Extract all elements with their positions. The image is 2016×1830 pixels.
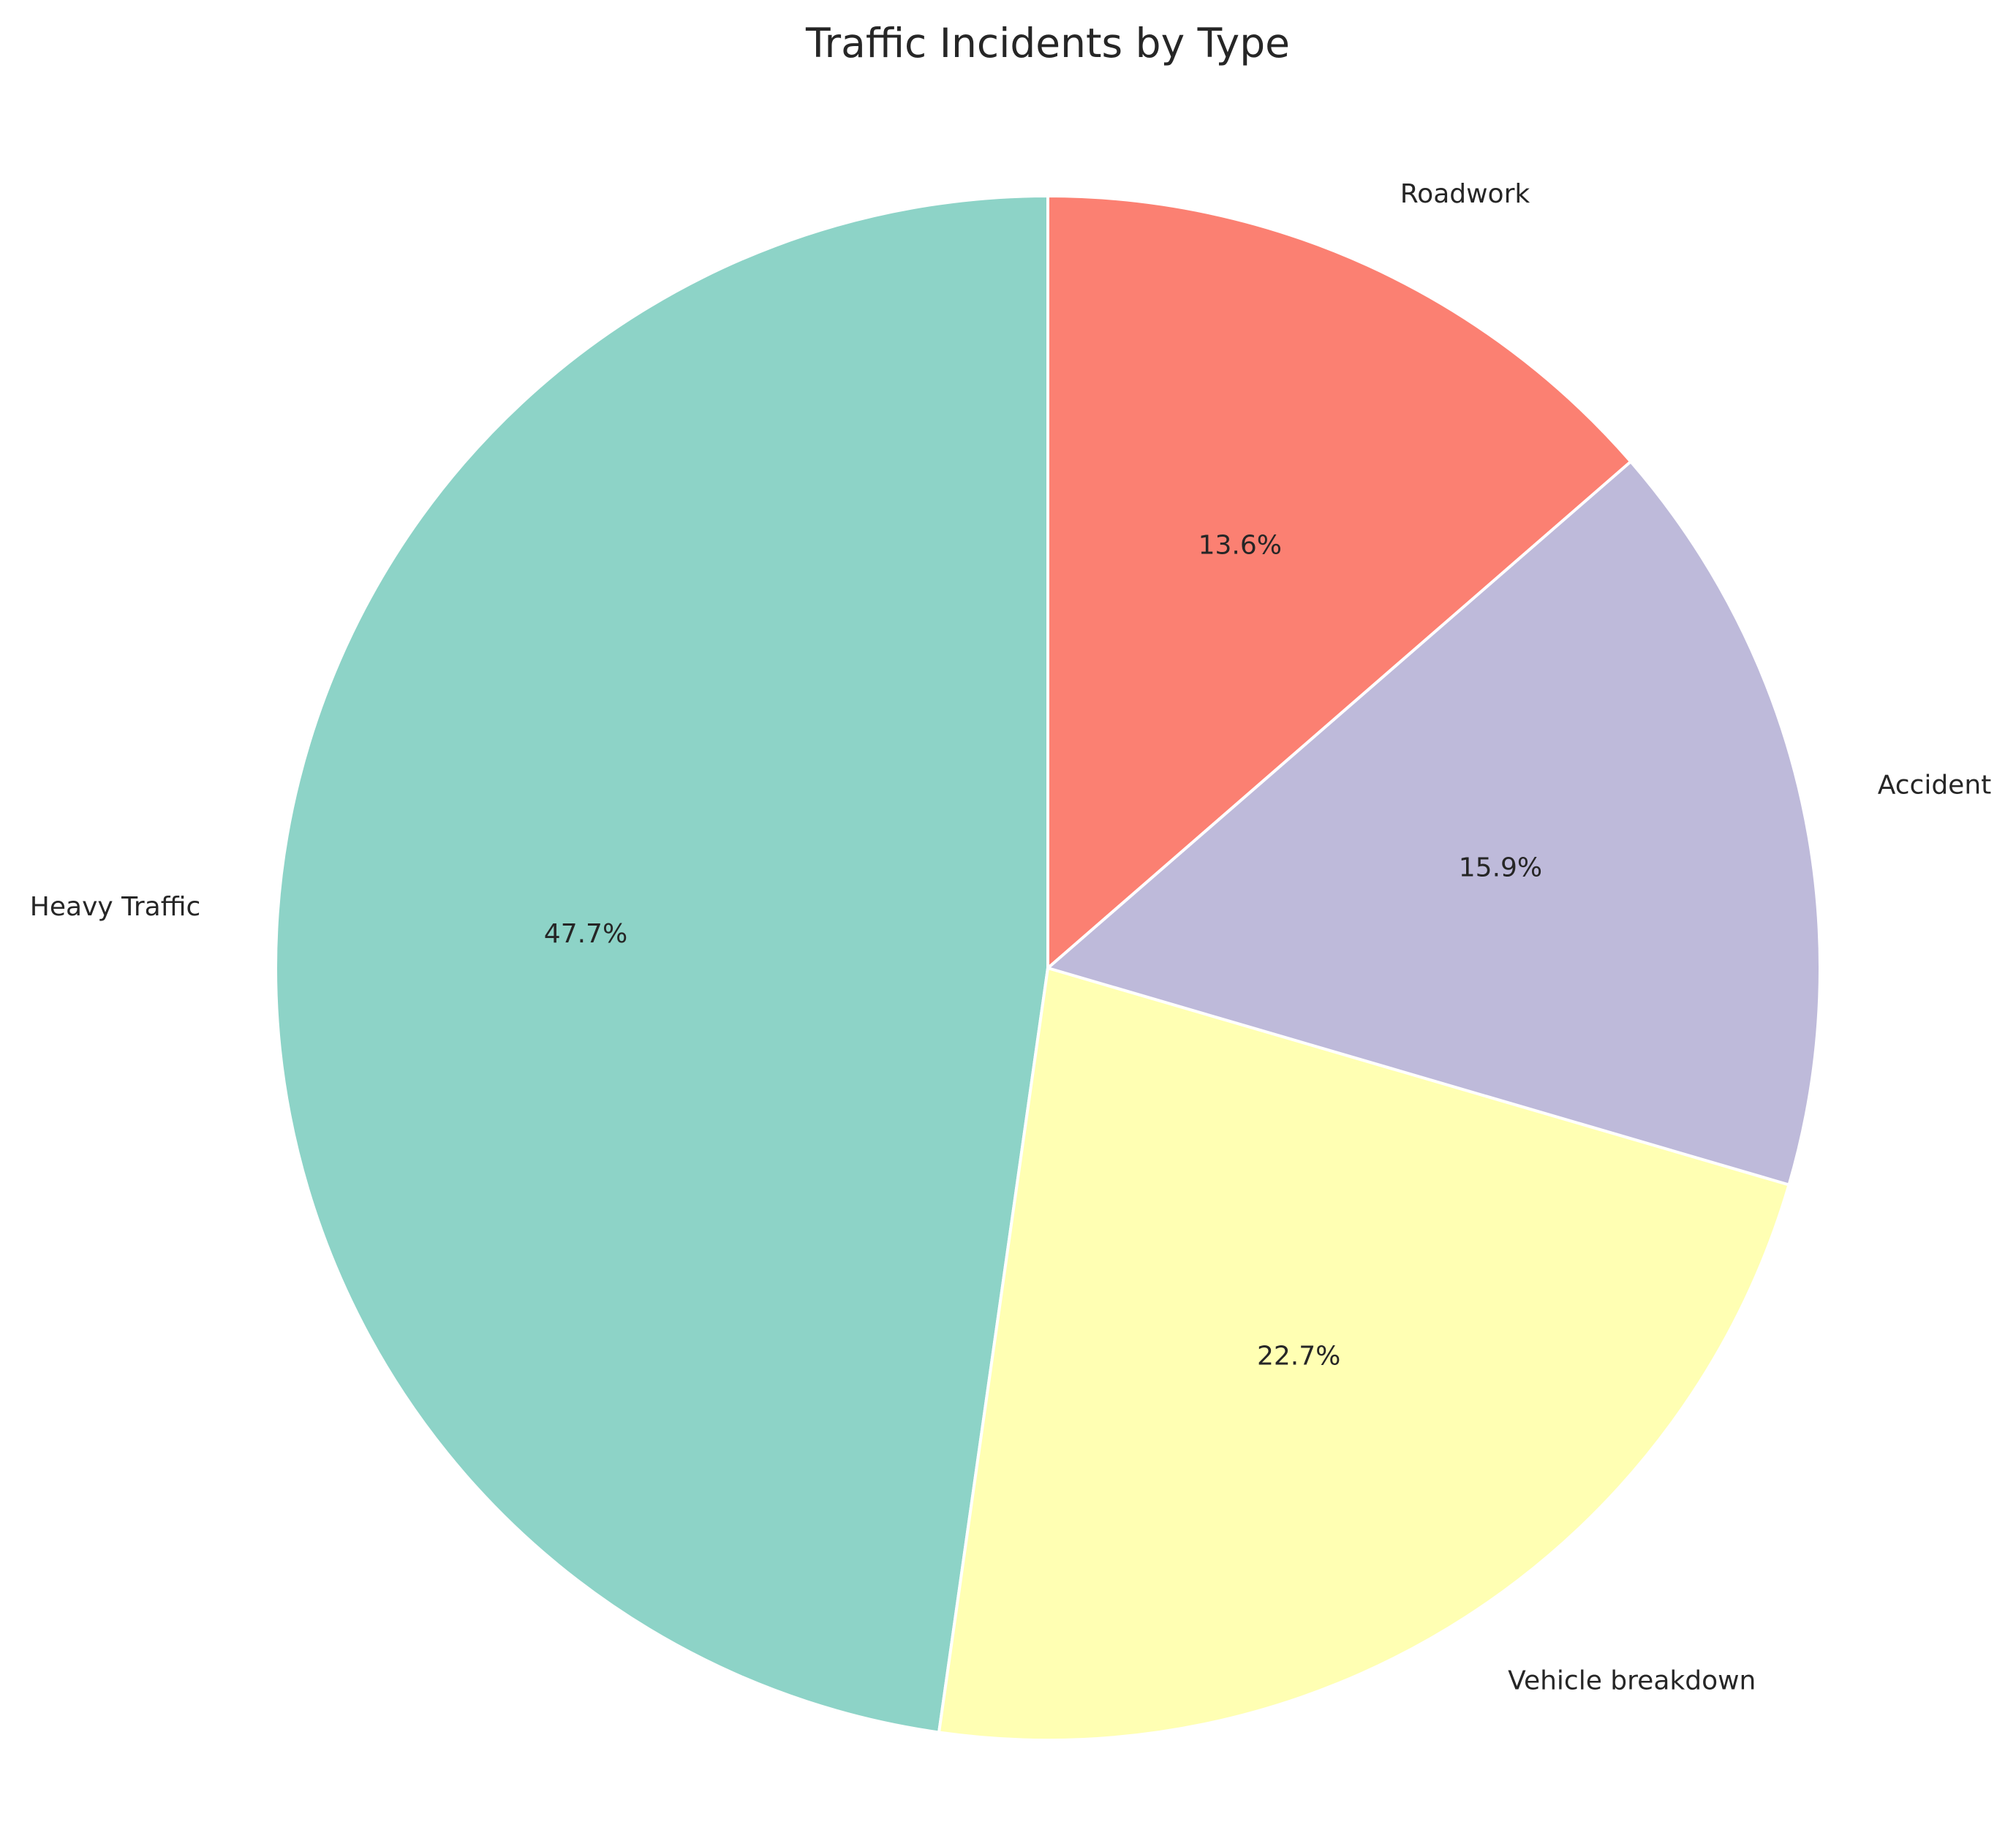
slice-label-roadwork: Roadwork xyxy=(1400,179,1530,209)
slice-pct-roadwork: 13.6% xyxy=(1198,530,1282,560)
pie-slice-roadwork xyxy=(1046,194,1633,969)
chart-title: Traffic Incidents by Type xyxy=(805,20,1290,67)
slice-pct-vehicle-breakdown: 22.7% xyxy=(1257,1342,1340,1372)
slice-label-heavy-traffic: Heavy Traffic xyxy=(30,892,201,922)
pie-slice-accident xyxy=(1046,460,1821,1187)
slice-pct-accident: 15.9% xyxy=(1459,853,1542,883)
pie-slices xyxy=(274,194,1821,1742)
slice-label-accident: Accident xyxy=(1878,771,1992,801)
pie-labels: Heavy Traffic 47.7% Vehicle breakdown 22.7%… xyxy=(30,179,1991,1695)
pie-slice-vehicle-breakdown xyxy=(937,967,1791,1742)
slice-label-vehicle-breakdown: Vehicle breakdown xyxy=(1508,1665,1756,1695)
pie-slice-heavy-traffic xyxy=(274,194,1049,1734)
slice-pct-heavy-traffic: 47.7% xyxy=(544,919,627,949)
